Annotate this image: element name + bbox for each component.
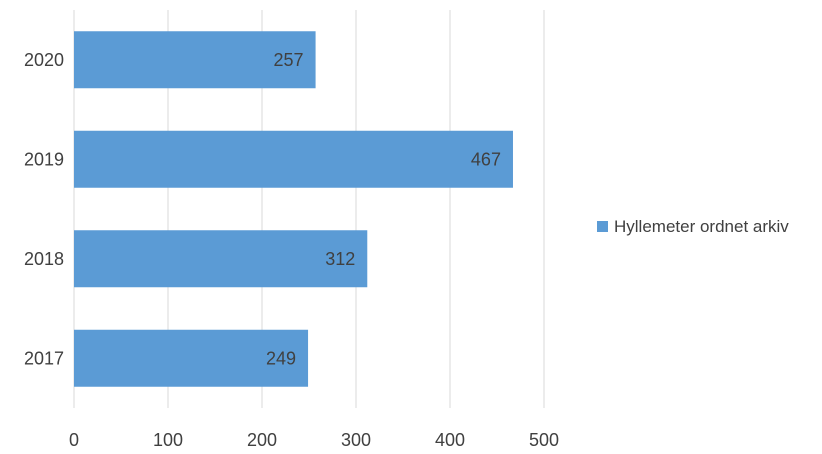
y-tick-label-2019: 2019 — [24, 149, 64, 169]
y-tick-label-2017: 2017 — [24, 348, 64, 368]
data-label-2018: 312 — [325, 249, 355, 269]
y-tick-label-2018: 2018 — [24, 249, 64, 269]
data-label-2017: 249 — [266, 348, 296, 368]
x-tick-label-0: 0 — [69, 430, 79, 450]
bars — [74, 31, 513, 387]
legend-label: Hyllemeter ordnet arkiv — [614, 217, 789, 236]
bar-2017 — [74, 329, 309, 387]
data-label-2019: 467 — [471, 149, 501, 169]
y-axis-tick-labels: 2017 2018 2019 2020 — [24, 50, 64, 369]
data-labels: 249 312 467 257 — [266, 50, 501, 369]
bar-2020 — [74, 31, 316, 89]
x-tick-label-300: 300 — [341, 430, 371, 450]
x-tick-label-400: 400 — [435, 430, 465, 450]
legend: Hyllemeter ordnet arkiv — [597, 217, 789, 236]
x-tick-label-200: 200 — [247, 430, 277, 450]
legend-swatch — [597, 221, 608, 232]
x-axis-tick-labels: 0 100 200 300 400 500 — [69, 430, 559, 450]
x-tick-label-100: 100 — [153, 430, 183, 450]
bar-2019 — [74, 130, 513, 188]
x-tick-label-500: 500 — [529, 430, 559, 450]
y-tick-label-2020: 2020 — [24, 50, 64, 70]
data-label-2020: 257 — [274, 50, 304, 70]
bar-2018 — [74, 230, 368, 288]
